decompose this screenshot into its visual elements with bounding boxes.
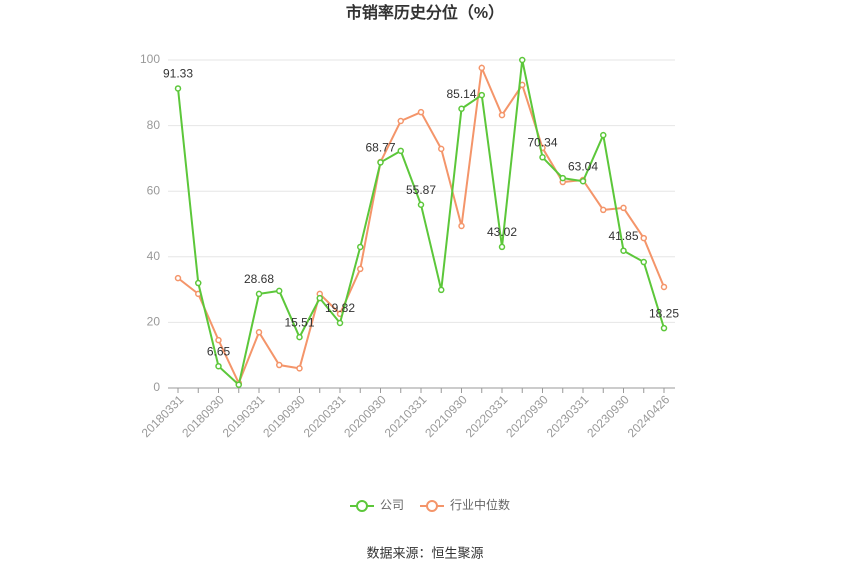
data-point — [316, 294, 323, 302]
data-point — [336, 319, 344, 327]
data-point — [498, 111, 506, 119]
y-tick-label: 20 — [147, 315, 161, 329]
data-point — [215, 362, 222, 370]
x-tick-label: 20190331 — [220, 392, 268, 440]
data-point — [417, 108, 425, 116]
series-line — [177, 59, 665, 387]
data-point — [660, 283, 668, 291]
data-label: 85.14 — [446, 87, 476, 101]
data-point — [255, 328, 263, 336]
data-label: 43.02 — [487, 225, 517, 239]
y-tick-label: 100 — [140, 52, 160, 66]
data-label: 28.68 — [244, 272, 274, 286]
x-tick-label: 20180331 — [139, 392, 187, 440]
data-point — [620, 247, 627, 254]
x-tick-label: 20240426 — [625, 392, 673, 440]
y-tick-label: 40 — [147, 249, 161, 263]
x-tick-label: 20220331 — [463, 392, 511, 440]
data-label: 55.87 — [406, 183, 436, 197]
x-tick-label: 20190930 — [260, 392, 308, 440]
data-point — [438, 145, 445, 153]
data-point — [255, 290, 263, 298]
data-point — [438, 286, 445, 294]
data-point — [640, 234, 647, 242]
data-label: 41.85 — [608, 229, 638, 243]
data-point — [215, 336, 222, 344]
x-tick-label: 20210331 — [382, 392, 430, 440]
x-tick-label: 20210930 — [422, 392, 470, 440]
data-point — [235, 381, 242, 388]
data-label: 6.65 — [207, 344, 231, 358]
data-point — [357, 243, 364, 251]
data-label: 19.82 — [325, 301, 355, 315]
data-label: 63.04 — [568, 159, 598, 173]
x-tick-label: 20230331 — [544, 392, 592, 440]
x-tick-label: 20180930 — [179, 392, 227, 440]
data-point — [559, 174, 566, 182]
data-label: 15.51 — [284, 315, 314, 329]
data-label: 70.34 — [527, 135, 557, 149]
data-point — [539, 154, 546, 161]
data-point — [276, 361, 283, 369]
x-tick-label: 20200930 — [341, 392, 389, 440]
data-point — [498, 243, 506, 251]
data-point — [296, 333, 303, 341]
data-label: 18.25 — [649, 306, 679, 320]
data-label: 91.33 — [163, 67, 193, 81]
data-point — [458, 105, 465, 112]
data-point — [417, 201, 425, 208]
legend-label: 公司 — [380, 498, 404, 512]
legend-label: 行业中位数 — [450, 497, 510, 512]
data-point — [620, 204, 627, 212]
chart-title: 市销率历史分位（%） — [346, 3, 504, 22]
legend-marker — [356, 500, 368, 512]
data-point — [660, 324, 668, 332]
data-point — [195, 279, 202, 287]
legend-marker — [426, 500, 438, 512]
source-note: 数据来源：恒生聚源 — [366, 545, 483, 560]
data-point — [600, 131, 607, 139]
data-point — [377, 159, 384, 166]
data-point — [174, 85, 182, 92]
data-point — [478, 64, 485, 72]
data-point — [519, 56, 526, 64]
data-point — [296, 365, 303, 372]
data-point — [478, 91, 485, 99]
data-point — [458, 222, 465, 230]
data-point — [174, 274, 182, 282]
y-tick-label: 60 — [147, 183, 161, 197]
data-point — [579, 177, 587, 185]
data-label: 68.77 — [365, 141, 395, 155]
data-point — [397, 147, 404, 155]
y-tick-label: 0 — [153, 380, 160, 394]
data-point — [357, 265, 364, 273]
x-tick-label: 20200331 — [301, 392, 349, 440]
data-point — [640, 258, 647, 266]
y-tick-label: 80 — [147, 118, 161, 132]
data-point — [600, 206, 607, 214]
x-tick-label: 20230930 — [584, 392, 632, 440]
data-point — [397, 117, 404, 125]
x-tick-label: 20220930 — [503, 392, 551, 440]
data-point — [276, 287, 283, 295]
